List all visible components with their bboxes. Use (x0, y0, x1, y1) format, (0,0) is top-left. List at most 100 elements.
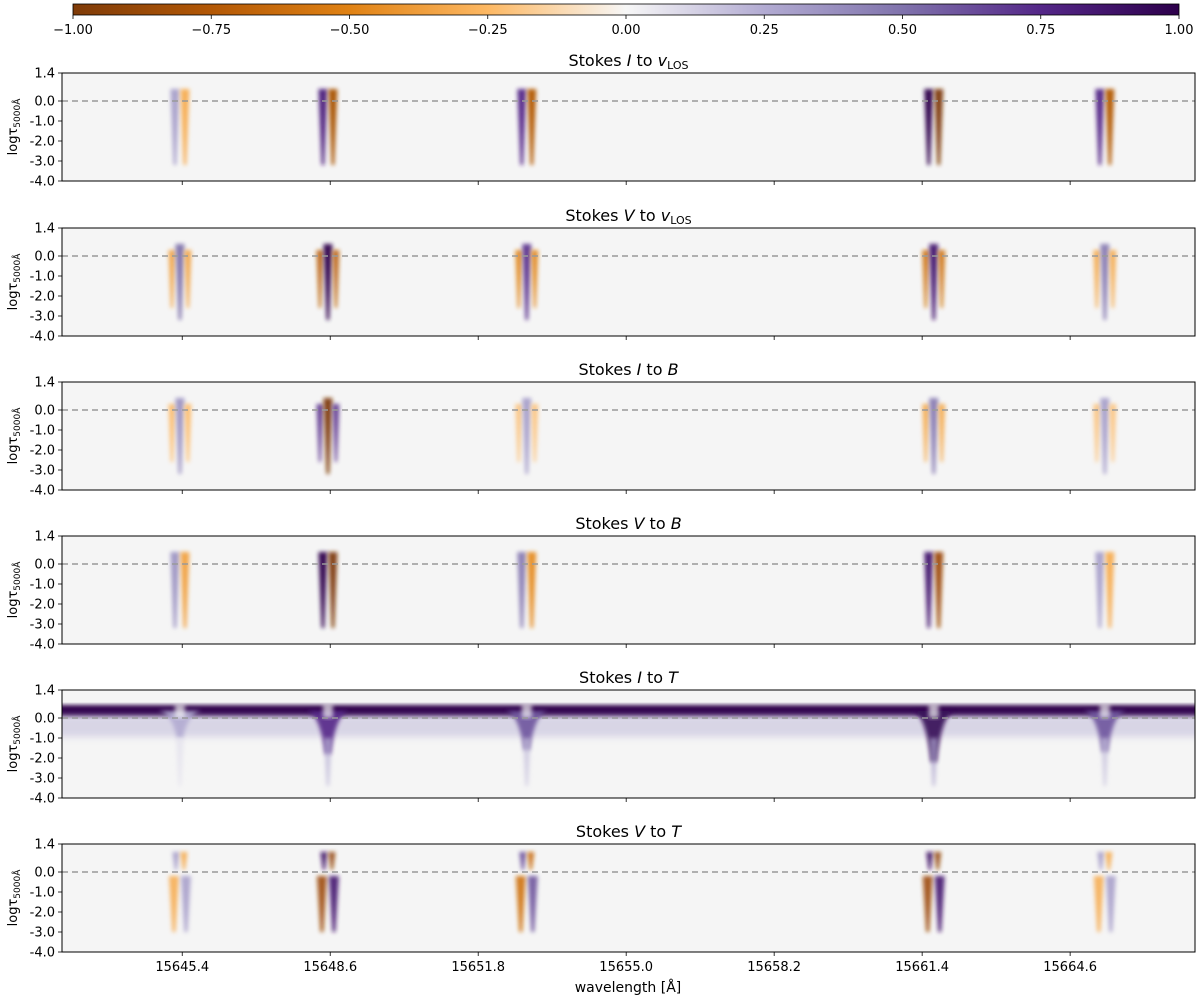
response-lobe (938, 250, 946, 308)
line-core-dip (305, 711, 350, 754)
response-lobe (527, 852, 535, 870)
spectral-line-feature (1095, 89, 1115, 165)
response-lobe (1105, 552, 1115, 628)
heatmap-layer (168, 398, 1117, 474)
response-lobe (934, 89, 944, 165)
response-lobe (1093, 404, 1101, 462)
panel-title: Stokes I to B (578, 360, 678, 379)
response-lobe (1100, 244, 1110, 320)
panel-frame (61, 535, 1196, 645)
response-lobe (1100, 738, 1109, 786)
response-lobe (180, 876, 191, 932)
panel-6: Stokes V to T 1.4 0.0 -1.0 -2.0 -3.0 -4.0 logτ5… (6, 822, 1196, 975)
response-lobe (1095, 552, 1105, 628)
y-tick-label: -4.0 (30, 330, 55, 345)
response-lobe (1109, 250, 1117, 308)
continuum-band (62, 705, 1195, 717)
colorbar-tick-label: −0.25 (468, 23, 508, 38)
y-axis-label: logτ5000Å (6, 715, 23, 773)
response-lobe (515, 404, 523, 462)
spectral-line-feature (318, 89, 338, 165)
band-gap (174, 704, 185, 718)
response-lobe (175, 244, 185, 320)
response-lobe (170, 89, 180, 165)
response-lobe (1105, 852, 1113, 870)
heatmap-layer (170, 552, 1115, 628)
spectral-line-feature (517, 89, 537, 165)
panel-5: Stokes I to T 1.4 0.0 -1.0 -2.0 -3.0 -4.0 logτ5… (6, 668, 1196, 807)
spectral-line-feature (922, 398, 946, 474)
y-tick-label: -3.0 (30, 926, 55, 941)
panel-frame (61, 72, 1196, 182)
y-tick-label: 0.0 (34, 866, 55, 881)
heatmap-layer (168, 244, 1117, 320)
colorbar-gradient (72, 3, 1180, 16)
spectral-line-feature (924, 552, 944, 628)
panels: Stokes I to vLOS 1.4 0.0 -1.0 -2.0 -3.0 -4.0 lo… (6, 51, 1196, 975)
response-lobe (1105, 89, 1115, 165)
line-core-dip (157, 711, 202, 738)
y-tick-label: -4.0 (30, 792, 55, 807)
response-lobe (172, 852, 180, 870)
y-axis-label: logτ5000Å (6, 253, 23, 311)
response-lobe (170, 552, 180, 628)
response-lobe (175, 738, 184, 786)
response-lobe (1097, 852, 1105, 870)
y-tick-label: 0.0 (34, 95, 55, 110)
response-lobe (1105, 876, 1116, 932)
response-lobe (323, 398, 333, 474)
panel-title: Stokes V to vLOS (565, 206, 691, 227)
response-lobe (1095, 89, 1105, 165)
response-lobe (184, 404, 192, 462)
y-tick-label: -2.0 (30, 444, 55, 459)
heatmap-layer (170, 89, 1115, 165)
spectral-line-feature (504, 704, 549, 786)
colorbar-ticks: −1.00 −0.75 −0.50 −0.25 0.00 0.25 0.50 0.75 1.00 (53, 15, 1193, 38)
response-lobe (332, 404, 340, 462)
colorbar-tick-label: −0.75 (191, 23, 231, 38)
response-lobe (522, 738, 531, 786)
colorbar-tick-label: 0.50 (888, 23, 917, 38)
response-lobe (328, 876, 339, 932)
response-lobe (934, 876, 945, 932)
continuum-haze (62, 715, 1195, 737)
x-tick-label: 15658.2 (747, 960, 801, 975)
spectral-line-feature (922, 852, 945, 932)
response-lobe (168, 876, 179, 932)
response-lobe (323, 244, 333, 320)
colorbar-tick-label: 1.00 (1165, 23, 1194, 38)
response-lobe (1093, 250, 1101, 308)
response-lobe (184, 250, 192, 308)
response-lobe (1100, 398, 1110, 474)
y-tick-label: 1.4 (34, 684, 55, 699)
response-lobe (517, 552, 527, 628)
panel-title: Stokes V to T (576, 822, 682, 841)
colorbar-tick-label: 0.00 (612, 23, 641, 38)
panel-background (62, 73, 1195, 181)
x-tick-label: 15645.4 (155, 960, 209, 975)
panel-frame (61, 843, 1196, 953)
response-lobe (180, 89, 190, 165)
panel-title: Stokes I to T (579, 668, 679, 687)
panel-background (62, 228, 1195, 336)
response-lobe (924, 89, 934, 165)
response-lobe (328, 89, 338, 165)
y-tick-label: -3.0 (30, 155, 55, 170)
response-lobe (922, 404, 930, 462)
y-tick-label: -1.0 (30, 424, 55, 439)
spectral-line-feature (168, 852, 191, 932)
spectral-line-feature (157, 704, 202, 786)
spectral-line-feature (316, 852, 339, 932)
spectral-line-feature (1082, 704, 1127, 786)
y-tick-label: 1.4 (34, 67, 55, 82)
response-lobe (527, 552, 537, 628)
y-tick-label: -1.0 (30, 115, 55, 130)
panel-title: Stokes I to vLOS (569, 51, 689, 72)
band-gap (928, 704, 939, 718)
spectral-line-feature (170, 89, 190, 165)
y-tick-label: 0.0 (34, 558, 55, 573)
y-tick-label: 1.4 (34, 530, 55, 545)
response-lobe (938, 404, 946, 462)
panel-background (62, 844, 1195, 952)
